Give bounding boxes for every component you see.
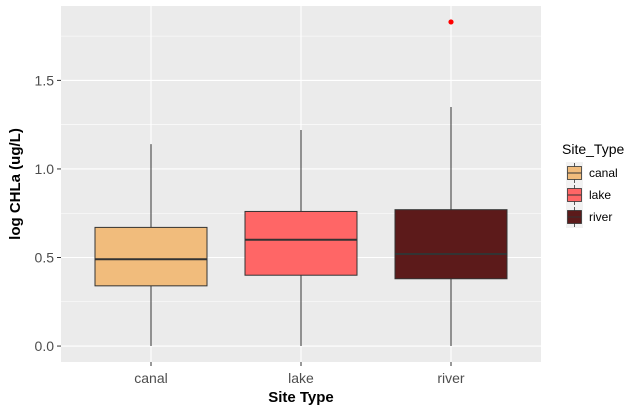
x-axis-ticks: canal lake river xyxy=(134,362,465,386)
legend: Site_Type canal lake river xyxy=(562,141,624,228)
y-axis-title: log CHLa (ug/L) xyxy=(7,128,24,240)
y-tick-label: 1.5 xyxy=(35,72,55,88)
legend-label: river xyxy=(589,210,612,224)
legend-item-river: river xyxy=(566,206,612,228)
box-river xyxy=(394,19,508,347)
legend-label: canal xyxy=(589,166,618,180)
iqr-box xyxy=(244,210,358,276)
x-tick-label: canal xyxy=(134,370,167,386)
legend-items: canal lake river xyxy=(566,162,618,228)
x-tick-label: lake xyxy=(288,370,314,386)
legend-title: Site_Type xyxy=(562,141,624,157)
iqr-box xyxy=(394,209,508,280)
y-tick-label: 1.0 xyxy=(35,161,55,177)
legend-item-canal: canal xyxy=(566,162,618,184)
x-tick-label: river xyxy=(437,370,465,386)
box-canal xyxy=(94,144,208,347)
boxes xyxy=(94,19,508,347)
legend-item-lake: lake xyxy=(566,184,611,206)
y-tick-label: 0.0 xyxy=(35,338,55,354)
y-tick-label: 0.5 xyxy=(35,250,55,266)
outlier-point xyxy=(448,19,454,25)
legend-label: lake xyxy=(589,188,611,202)
box-lake xyxy=(244,129,358,347)
x-axis-title: Site Type xyxy=(268,389,334,406)
y-axis-ticks: 0.0 0.5 1.0 1.5 xyxy=(35,72,61,354)
iqr-box xyxy=(94,226,208,287)
